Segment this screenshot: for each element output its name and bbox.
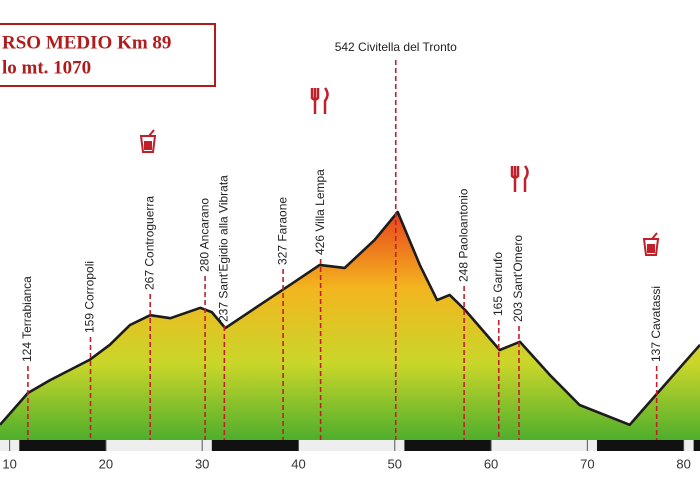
profile-area bbox=[0, 212, 700, 440]
drink-icon bbox=[642, 232, 660, 256]
waypoint-label: 137 Cavatassi bbox=[649, 286, 663, 362]
chart-title: RSO MEDIO Km 89 bbox=[2, 32, 171, 53]
axis-bar bbox=[0, 440, 700, 451]
axis-bar-segment bbox=[404, 440, 492, 451]
waypoint-label: 280 Ancarano bbox=[197, 198, 211, 272]
waypoint-label: 124 Terrabianca bbox=[20, 276, 34, 362]
x-tick-label: 40 bbox=[291, 456, 305, 471]
profile-line bbox=[0, 210, 700, 427]
chart-subtitle: lo mt. 1070 bbox=[2, 57, 91, 78]
waypoint-label: 165 Garrufo bbox=[491, 252, 505, 316]
drink-icon bbox=[139, 129, 157, 153]
x-tick-label: 70 bbox=[580, 456, 594, 471]
x-tick-label: 60 bbox=[484, 456, 498, 471]
x-tick-label: 20 bbox=[99, 456, 113, 471]
title-box bbox=[0, 23, 216, 87]
waypoint-label: 248 Paoloantonio bbox=[456, 188, 470, 282]
axis-bar-segment bbox=[693, 440, 700, 451]
restaurant-icon bbox=[510, 165, 529, 192]
x-tick-label: 10 bbox=[2, 456, 16, 471]
axis-bar-segment bbox=[596, 440, 684, 451]
axis-bar-segment bbox=[211, 440, 299, 451]
x-tick-label: 30 bbox=[195, 456, 209, 471]
waypoint-label: 237 Sant'Egidio alla Vibrata bbox=[217, 175, 231, 322]
x-tick-label: 50 bbox=[388, 456, 402, 471]
x-tick-label: 80 bbox=[676, 456, 690, 471]
restaurant-icon bbox=[310, 87, 329, 114]
axis-bar-segment bbox=[19, 440, 106, 451]
waypoint-label: 203 Sant'Omero bbox=[511, 235, 525, 322]
waypoint-label: 542 Civitella del Tronto bbox=[335, 40, 457, 54]
waypoint-label: 327 Faraone bbox=[275, 197, 289, 265]
waypoint-label: 159 Corropoli bbox=[83, 261, 97, 333]
waypoint-label: 267 Controguerra bbox=[142, 196, 156, 290]
waypoint-label: 426 Villa Lempa bbox=[313, 169, 327, 255]
